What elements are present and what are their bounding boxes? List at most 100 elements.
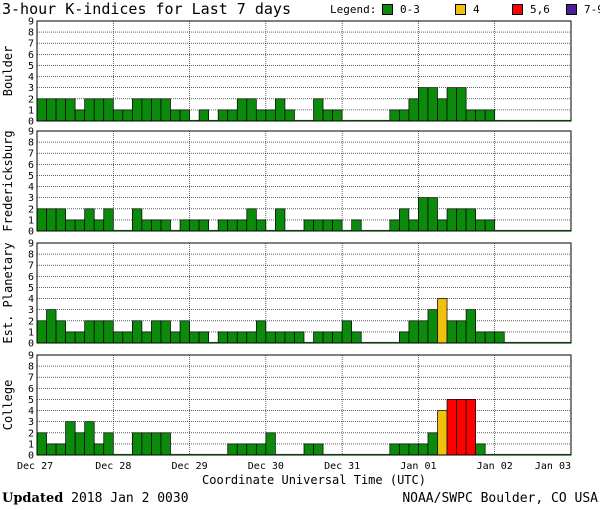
bar (418, 320, 429, 344)
bar (179, 219, 190, 232)
legend-swatch (382, 4, 393, 15)
legend-item-label: 7-9 (584, 3, 600, 16)
x-tick-label: Dec 29 (172, 461, 208, 472)
bar (456, 399, 467, 456)
bar (303, 219, 314, 232)
bar (246, 208, 257, 232)
bar (65, 219, 76, 232)
bar (74, 219, 86, 232)
x-tick-label: Jan 01 (400, 461, 436, 472)
bar (465, 208, 476, 232)
bar (198, 331, 209, 344)
y-tick-label: 1 (28, 327, 34, 338)
y-tick-label: 1 (28, 105, 34, 116)
bar (84, 320, 95, 344)
bar (465, 309, 476, 344)
bar (93, 98, 105, 122)
bar (265, 331, 276, 344)
bar (227, 443, 238, 456)
bar (408, 219, 419, 232)
bar (141, 331, 152, 344)
bar (236, 219, 248, 232)
x-tick-label: Dec 31 (324, 461, 360, 472)
bar (198, 219, 209, 232)
bar (122, 109, 133, 122)
legend-swatch (566, 4, 577, 15)
y-tick-label: 8 (28, 28, 34, 39)
bar (198, 109, 209, 122)
bar (332, 219, 343, 232)
bar (55, 320, 66, 344)
bar (179, 320, 190, 344)
bar (74, 109, 86, 122)
bar (103, 208, 114, 232)
bar (132, 98, 143, 122)
legend-item-label: 0-3 (400, 3, 420, 16)
bar (294, 331, 305, 344)
bar (408, 443, 419, 456)
x-tick-label: Jan 02 (477, 461, 513, 472)
bar (217, 109, 229, 122)
bar (93, 320, 105, 344)
bar (236, 443, 248, 456)
bar (84, 208, 95, 232)
y-tick-label: 3 (28, 83, 34, 94)
x-tick-label: Dec 28 (95, 461, 131, 472)
bar (446, 399, 457, 456)
y-tick-label: 6 (28, 50, 34, 61)
y-tick-label: 4 (28, 294, 34, 305)
bar (236, 98, 248, 122)
y-tick-label: 8 (28, 362, 34, 373)
y-tick-label: 2 (28, 428, 34, 439)
bar (160, 219, 171, 232)
y-tick-label: 9 (28, 17, 34, 28)
y-tick-label: 5 (28, 171, 34, 182)
y-tick-label: 5 (28, 395, 34, 406)
bar (484, 331, 496, 344)
bar (351, 219, 362, 232)
bar (132, 320, 143, 344)
legend-swatch (455, 4, 466, 15)
bar (74, 331, 86, 344)
panel-frame (36, 354, 572, 456)
bar (227, 109, 238, 122)
bar (456, 320, 467, 344)
panel-label: Boulder (1, 46, 15, 97)
bar (341, 320, 353, 344)
bar (408, 98, 419, 122)
bar (160, 432, 171, 456)
y-tick-label: 1 (28, 439, 34, 450)
bar (303, 443, 314, 456)
bar (446, 208, 457, 232)
y-tick-label: 3 (28, 305, 34, 316)
bar (322, 331, 333, 344)
y-tick-label: 3 (28, 417, 34, 428)
bar (389, 219, 400, 232)
bar (84, 98, 95, 122)
y-tick-label: 9 (28, 239, 34, 250)
bar (55, 443, 66, 456)
bar (475, 219, 486, 232)
bar (427, 432, 438, 456)
chart-title: 3-hour K-indices for Last 7 days (2, 0, 291, 18)
bar (427, 197, 438, 232)
y-tick-label: 6 (28, 160, 34, 171)
y-tick-label: 7 (28, 261, 34, 272)
y-tick-label: 0 (28, 339, 34, 350)
bar (456, 87, 467, 122)
x-axis-title: Coordinate Universal Time (UTC) (202, 473, 426, 487)
bar (427, 87, 438, 122)
bar (36, 432, 47, 456)
bar (494, 331, 505, 344)
bar (170, 331, 181, 344)
bar (227, 219, 238, 232)
bar (399, 443, 410, 456)
bar (65, 98, 76, 122)
bar (46, 443, 57, 456)
updated-value: 2018 Jan 2 0030 (71, 491, 189, 506)
y-tick-label: 6 (28, 384, 34, 395)
bar (246, 331, 257, 344)
bar (122, 331, 133, 344)
bar (46, 309, 57, 344)
y-tick-label: 4 (28, 72, 34, 83)
